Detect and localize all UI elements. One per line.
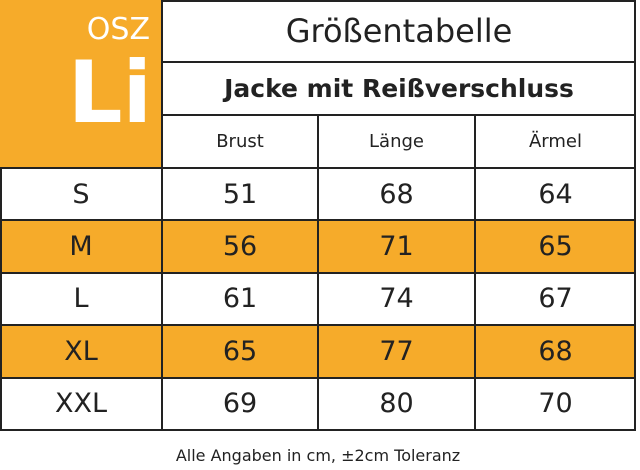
measurement: 77 bbox=[379, 335, 414, 367]
measurement: 51 bbox=[222, 178, 258, 210]
rule bbox=[0, 429, 636, 431]
size-label: S bbox=[72, 178, 90, 210]
rule bbox=[162, 61, 636, 63]
rule bbox=[634, 0, 636, 430]
logo: OSZ Li bbox=[0, 0, 162, 168]
rule bbox=[162, 0, 636, 2]
rule bbox=[474, 115, 476, 430]
title: Größentabelle bbox=[285, 12, 513, 50]
column-header: Ärmel bbox=[528, 131, 582, 152]
size-label: L bbox=[73, 283, 89, 315]
measurement: 68 bbox=[538, 335, 573, 367]
measurement: 80 bbox=[379, 388, 414, 420]
column-header: Brust bbox=[216, 131, 264, 152]
column-header: Länge bbox=[369, 131, 424, 152]
rule bbox=[161, 0, 163, 430]
rule bbox=[162, 114, 636, 116]
measurement: 69 bbox=[222, 388, 258, 420]
subtitle: Jacke mit Reißverschluss bbox=[224, 74, 574, 103]
measurement: 56 bbox=[222, 231, 258, 263]
measurement: 64 bbox=[538, 178, 573, 210]
measurement: 74 bbox=[379, 283, 414, 315]
rule bbox=[0, 168, 2, 430]
logo-main: Li bbox=[67, 43, 152, 143]
measurement: 70 bbox=[538, 388, 573, 420]
measurement: 65 bbox=[538, 231, 573, 263]
footer: Alle Angaben in cm, ±2cm Toleranz bbox=[175, 445, 461, 465]
measurement: 71 bbox=[379, 231, 414, 263]
measurement: 68 bbox=[379, 178, 414, 210]
measurement: 61 bbox=[222, 283, 258, 315]
size-label: M bbox=[69, 231, 93, 263]
measurement: 65 bbox=[222, 335, 258, 367]
rule bbox=[317, 115, 319, 430]
measurement: 67 bbox=[538, 283, 573, 315]
size-label: XXL bbox=[54, 388, 108, 420]
logo-top: OSZ bbox=[86, 12, 150, 47]
size-label: XL bbox=[64, 335, 98, 367]
